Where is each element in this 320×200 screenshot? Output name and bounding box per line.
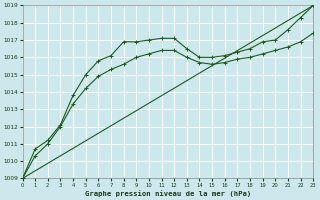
X-axis label: Graphe pression niveau de la mer (hPa): Graphe pression niveau de la mer (hPa) xyxy=(85,190,251,197)
